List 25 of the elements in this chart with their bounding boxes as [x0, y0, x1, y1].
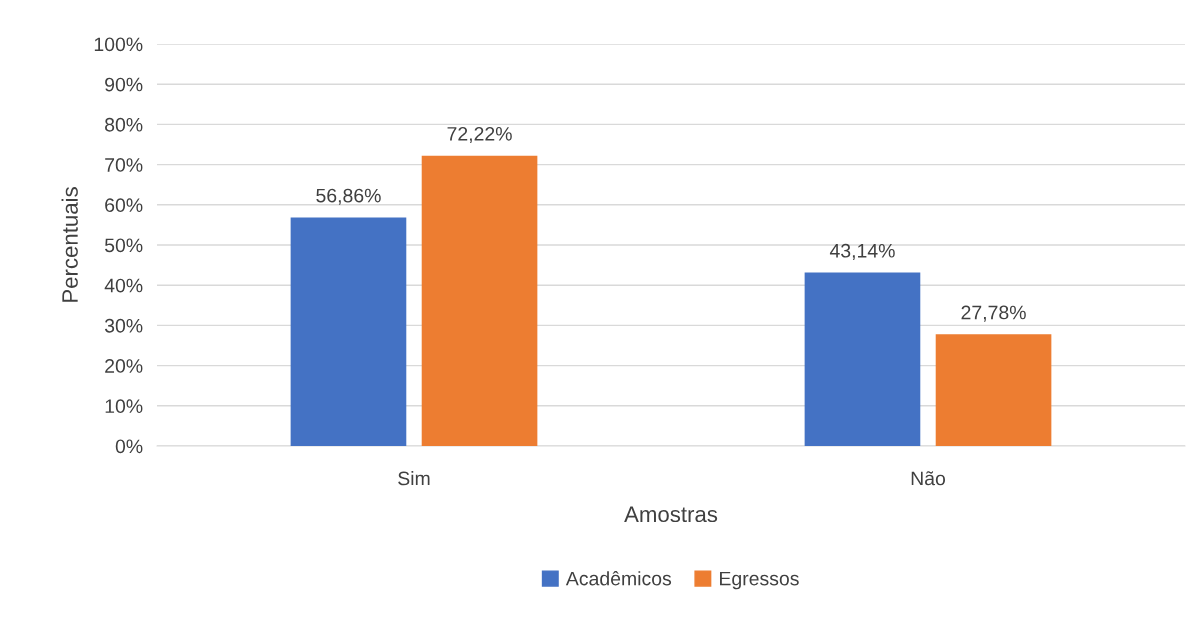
y-axis-title: Percentuais [61, 187, 78, 302]
x-tick-label: Sim [398, 471, 430, 486]
x-axis-title: Amostras [624, 506, 718, 523]
y-tick-label: 50% [104, 238, 143, 253]
bar [421, 155, 538, 446]
data-label: 56,86% [316, 188, 381, 205]
y-tick-label: 10% [105, 399, 143, 414]
data-label: 27,78% [961, 305, 1026, 322]
legend-label: Egressos [720, 571, 799, 590]
data-label: 72,22% [447, 126, 512, 144]
y-tick-label: 100% [94, 37, 143, 52]
bar [804, 272, 921, 446]
bar [935, 334, 1052, 446]
y-tick-label: 80% [105, 117, 143, 132]
y-tick-label: 20% [105, 359, 143, 373]
y-tick-label: 90% [105, 77, 143, 92]
y-tick-label: 0% [115, 439, 143, 454]
data-label: 43,14% [829, 243, 895, 260]
y-tick-label: 70% [105, 158, 143, 172]
bar [290, 217, 407, 446]
legend-label: Acadêmicos [565, 571, 672, 586]
y-tick-label: 60% [105, 198, 143, 213]
x-tick-label: Não [911, 471, 946, 486]
y-tick-label: 40% [104, 278, 143, 293]
y-tick-label: 30% [104, 318, 143, 333]
